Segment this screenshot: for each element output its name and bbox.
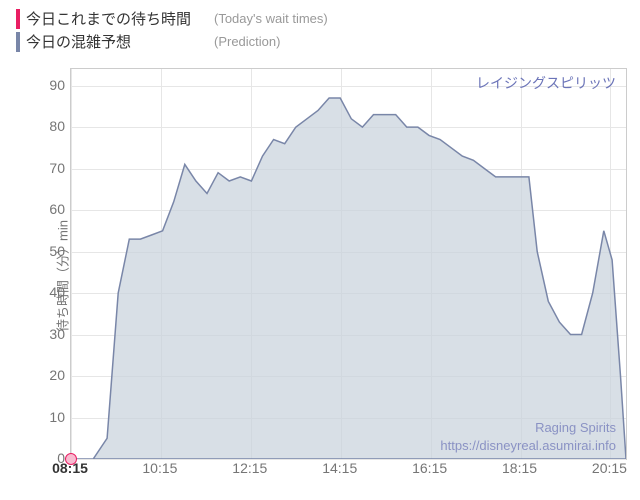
chart-area: 待ち時間（分）min レイジングスピリッツ Raging Spirits htt… xyxy=(0,58,640,493)
legend-row-prediction: 今日の混雑予想 (Prediction) xyxy=(16,31,624,52)
y-tick-label: 40 xyxy=(49,284,65,300)
attraction-url: https://disneyreal.asumirai.info xyxy=(440,438,616,453)
legend-marker-prediction xyxy=(16,32,20,52)
attraction-name-jp: レイジングスピリッツ xyxy=(476,73,616,93)
x-tick-label: 20:15 xyxy=(592,460,627,476)
y-tick-label: 60 xyxy=(49,201,65,217)
y-tick-label: 90 xyxy=(49,77,65,93)
legend-sub-actual: (Today's wait times) xyxy=(214,11,328,26)
x-tick-label: 08:15 xyxy=(52,460,88,476)
chart-container: 今日これまでの待ち時間 (Today's wait times) 今日の混雑予想… xyxy=(0,0,640,500)
legend-label-prediction: 今日の混雑予想 xyxy=(26,31,206,52)
x-tick-label: 18:15 xyxy=(502,460,537,476)
y-tick-label: 20 xyxy=(49,367,65,383)
y-tick-label: 30 xyxy=(49,326,65,342)
attraction-name-en: Raging Spirits xyxy=(535,420,616,435)
y-axis-title: 待ち時間（分）min xyxy=(52,220,71,332)
prediction-area-path xyxy=(71,98,626,459)
x-tick-label: 12:15 xyxy=(232,460,267,476)
legend-marker-actual xyxy=(16,9,20,29)
x-tick-label: 10:15 xyxy=(142,460,177,476)
x-tick-label: 14:15 xyxy=(322,460,357,476)
y-tick-label: 50 xyxy=(49,243,65,259)
x-tick-label: 16:15 xyxy=(412,460,447,476)
plot-region: レイジングスピリッツ Raging Spirits https://disney… xyxy=(70,68,627,460)
legend: 今日これまでの待ち時間 (Today's wait times) 今日の混雑予想… xyxy=(0,0,640,58)
legend-label-actual: 今日これまでの待ち時間 xyxy=(26,8,206,29)
y-tick-label: 80 xyxy=(49,118,65,134)
y-tick-label: 70 xyxy=(49,160,65,176)
legend-row-actual: 今日これまでの待ち時間 (Today's wait times) xyxy=(16,8,624,29)
area-chart-svg xyxy=(71,69,626,459)
legend-sub-prediction: (Prediction) xyxy=(214,34,280,49)
y-tick-label: 10 xyxy=(49,409,65,425)
